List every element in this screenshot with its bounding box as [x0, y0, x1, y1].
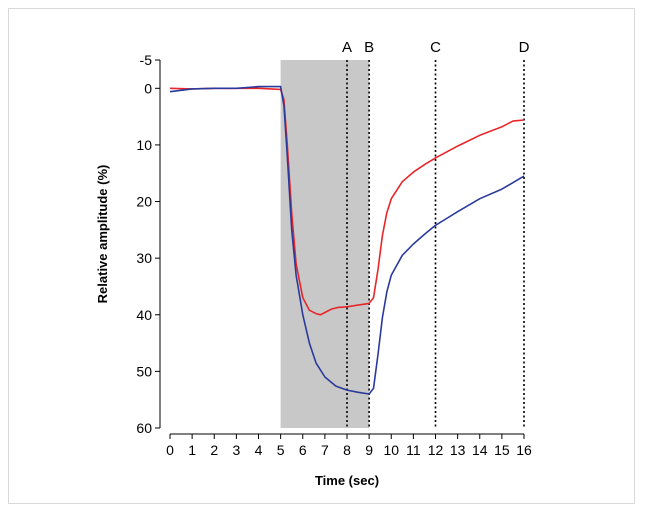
- y-tick-label: 40: [136, 307, 152, 323]
- marker-label-c: C: [430, 39, 441, 56]
- x-tick-label: 13: [450, 442, 466, 458]
- x-tick-label: 9: [365, 442, 373, 458]
- marker-label-b: B: [364, 39, 374, 56]
- shaded-region: [280, 60, 370, 428]
- x-tick-label: 0: [166, 442, 174, 458]
- series-layer: [169, 85, 525, 395]
- x-tick-label: 12: [428, 442, 444, 458]
- marker-label-d: D: [519, 39, 530, 56]
- y-axis-title: Relative amplitude (%): [95, 165, 110, 304]
- x-tick-label: 8: [343, 442, 351, 458]
- x-tick-label: 10: [383, 442, 399, 458]
- x-tick-label: 16: [516, 442, 532, 458]
- x-tick-label: 7: [321, 442, 329, 458]
- x-tick-label: 6: [299, 442, 307, 458]
- x-tick-label: 14: [472, 442, 488, 458]
- x-tick-label: 1: [188, 442, 196, 458]
- y-tick-label: 10: [136, 137, 152, 153]
- x-tick-label: 15: [494, 442, 510, 458]
- x-tick-label: 2: [210, 442, 218, 458]
- y-tick-label: 60: [136, 420, 152, 436]
- series-line-2: [169, 85, 525, 395]
- y-tick-label: 0: [144, 80, 152, 96]
- x-tick-label: 5: [277, 442, 285, 458]
- marker-label-a: A: [342, 39, 352, 56]
- y-tick-label: -5: [140, 52, 153, 68]
- x-tick-label: 3: [232, 442, 240, 458]
- shaded-region-layer: [280, 60, 370, 428]
- x-tick-label: 4: [255, 442, 263, 458]
- x-axis-title: Time (sec): [315, 473, 379, 488]
- y-tick-label: 30: [136, 250, 152, 266]
- y-tick-label: 20: [136, 194, 152, 210]
- y-tick-label: 50: [136, 363, 152, 379]
- x-tick-label: 11: [406, 442, 421, 458]
